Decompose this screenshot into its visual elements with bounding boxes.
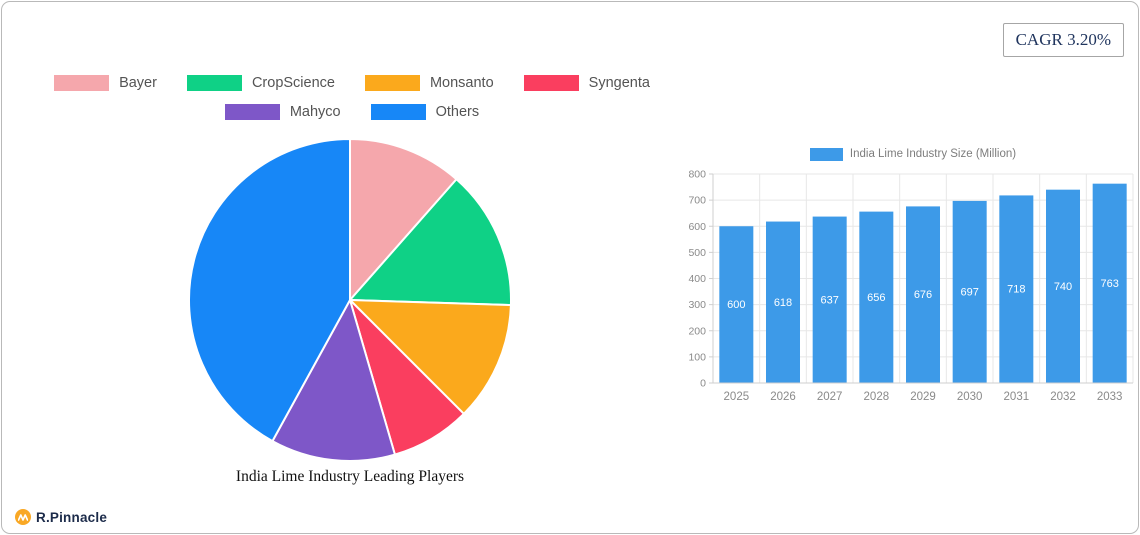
bar-2032 bbox=[1046, 189, 1080, 383]
bar-chart-legend: India Lime Industry Size (Million) bbox=[685, 146, 1140, 162]
bar-chart: 600 618 637 656 676 697 718 740 763 0 100 200 300 400… bbox=[685, 166, 1140, 408]
legend-item-syngenta: Syngenta bbox=[523, 75, 650, 91]
legend-item-mahyco: Mahyco bbox=[224, 104, 341, 120]
y-tick-label-100: 100 bbox=[688, 351, 706, 363]
legend-label-monsanto: Monsanto bbox=[429, 75, 494, 91]
bar-2026 bbox=[766, 221, 800, 383]
y-tick-label-0: 0 bbox=[700, 378, 706, 390]
x-tick-label-2033: 2033 bbox=[1097, 391, 1123, 403]
y-tick-label-700: 700 bbox=[688, 195, 706, 207]
pinnacle-logo-icon bbox=[15, 509, 31, 525]
x-tick-label-2032: 2032 bbox=[1050, 391, 1076, 403]
bar-2033 bbox=[1092, 183, 1127, 383]
cagr-badge: CAGR 3.20% bbox=[1002, 23, 1124, 57]
y-tick-label-200: 200 bbox=[688, 325, 706, 337]
legend-swatch-mahyco bbox=[224, 104, 280, 120]
legend-item-bayer: Bayer bbox=[54, 75, 157, 91]
x-tick-label-2031: 2031 bbox=[1004, 391, 1030, 403]
pie-chart-title: India Lime Industry Leading Players bbox=[235, 468, 465, 485]
x-tick-label-2027: 2027 bbox=[817, 391, 843, 403]
legend-swatch-bayer bbox=[54, 75, 110, 91]
legend-label-others: Others bbox=[435, 104, 480, 120]
pie-slice-others bbox=[188, 138, 351, 443]
pie-slice-bayer bbox=[349, 138, 458, 301]
bar-value-label-2031: 718 bbox=[1007, 284, 1025, 296]
pie-legend: Bayer CropScience Monsanto Syngenta Mahyco Ot… bbox=[42, 75, 662, 120]
legend-swatch-others bbox=[370, 104, 426, 120]
legend-item-cropscience: CropScience bbox=[186, 75, 335, 91]
bar-legend-swatch bbox=[809, 147, 843, 161]
bar-value-label-2027: 637 bbox=[820, 294, 838, 306]
x-tick-label-2028: 2028 bbox=[864, 391, 890, 403]
x-tick-label-2030: 2030 bbox=[957, 391, 983, 403]
x-tick-label-2029: 2029 bbox=[910, 391, 936, 403]
legend-label-syngenta: Syngenta bbox=[588, 75, 650, 91]
bar-value-label-2029: 676 bbox=[914, 289, 932, 301]
legend-label-cropscience: CropScience bbox=[251, 75, 335, 91]
pie-slice-cropscience bbox=[349, 178, 512, 307]
legend-label-bayer: Bayer bbox=[119, 75, 157, 91]
legend-swatch-cropscience bbox=[186, 75, 242, 91]
y-tick-label-300: 300 bbox=[688, 299, 706, 311]
bar-2028 bbox=[859, 211, 894, 383]
bar-2025 bbox=[719, 226, 754, 383]
legend-swatch-monsanto bbox=[364, 75, 420, 91]
y-tick-label-800: 800 bbox=[688, 169, 706, 181]
bar-value-label-2028: 656 bbox=[867, 292, 885, 304]
y-tick-label-600: 600 bbox=[688, 221, 706, 233]
bar-2029 bbox=[906, 206, 940, 383]
brand-logo: R.Pinnacle bbox=[15, 509, 107, 525]
x-tick-label-2025: 2025 bbox=[724, 391, 750, 403]
pie-slice-monsanto bbox=[349, 299, 512, 415]
pie-slice-mahyco bbox=[271, 299, 396, 462]
bar-legend-label: India Lime Industry Size (Million) bbox=[849, 148, 1017, 160]
bar-chart-section: India Lime Industry Size (Million) 600 61… bbox=[685, 146, 1140, 408]
y-tick-label-500: 500 bbox=[688, 247, 706, 259]
brand-name: R.Pinnacle bbox=[36, 509, 108, 525]
legend-item-others: Others bbox=[370, 104, 480, 120]
bar-value-label-2026: 618 bbox=[774, 297, 792, 309]
y-tick-label-400: 400 bbox=[688, 273, 706, 285]
x-tick-label-2026: 2026 bbox=[770, 391, 796, 403]
bar-value-label-2032: 740 bbox=[1054, 281, 1072, 293]
legend-label-mahyco: Mahyco bbox=[289, 104, 341, 120]
legend-swatch-syngenta bbox=[523, 75, 579, 91]
legend-item-monsanto: Monsanto bbox=[364, 75, 494, 91]
bar-value-label-2030: 697 bbox=[960, 286, 978, 298]
bar-2031 bbox=[999, 195, 1034, 383]
pie-chart bbox=[186, 136, 514, 464]
bar-value-label-2025: 600 bbox=[727, 299, 745, 311]
bar-2027 bbox=[812, 216, 847, 383]
bar-2030 bbox=[952, 200, 987, 383]
bar-value-label-2033: 763 bbox=[1100, 278, 1118, 290]
